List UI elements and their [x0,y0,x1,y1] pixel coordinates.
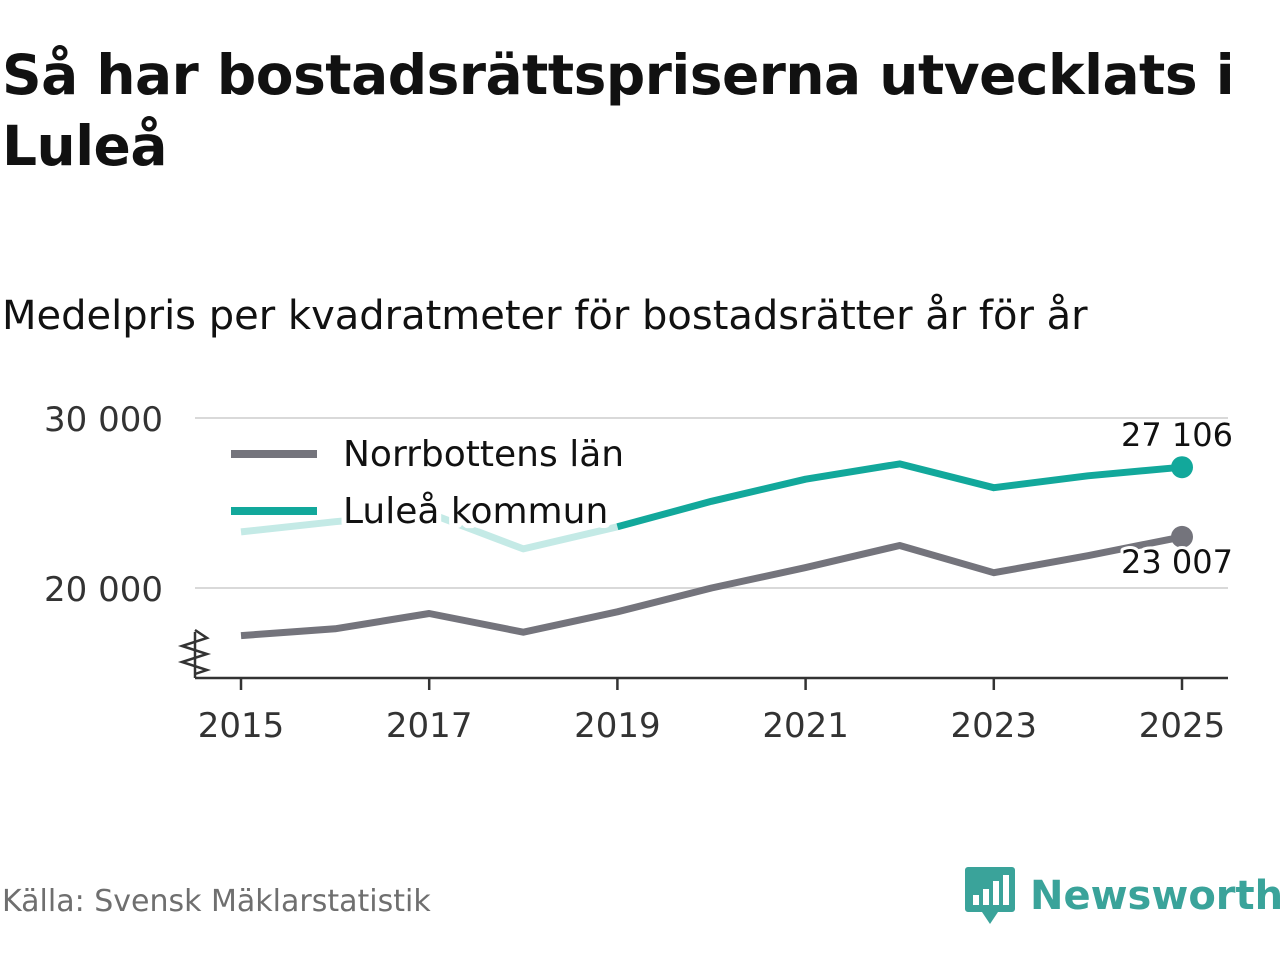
chart-title: Så har bostadsrättspriserna utvecklats i… [2,43,1235,178]
brand-name: Newsworthy [1030,873,1280,919]
x-tick-label-2021: 2021 [762,706,849,746]
x-tick-label-2015: 2015 [198,706,285,746]
x-tick-label-2017: 2017 [386,706,473,746]
end-point-norrbottens-l-n [1171,525,1193,548]
x-tick-label-2019: 2019 [574,706,661,746]
series-line-faded-lule-kommun [240,509,619,553]
chart-subtitle: Medelpris per kvadratmeter för bostadsrä… [2,293,1088,339]
axis-break-icon [177,628,212,676]
legend-label-lule-kommun: Luleå kommun [343,491,608,532]
brand: Newsworthy [964,864,1280,928]
series-line-lule-kommun [616,460,1183,531]
y-tick-label-20000: 20 000 [44,570,163,610]
end-point-lule-kommun [1171,456,1193,479]
newsworthy-logo-icon [965,867,1015,924]
series-line-norrbottens-l-n [240,533,1183,640]
end-label-lule-kommun: 27 106 [1121,416,1233,454]
y-tick-label-30000: 30 000 [44,400,163,440]
end-label-norrbottens-l-n: 23 007 [1121,543,1233,581]
source-note: Källa: Svensk Mäklarstatistik [2,884,431,919]
x-tick-label-2023: 2023 [951,706,1038,746]
x-tick-label-2025: 2025 [1139,706,1226,746]
legend-label-norrbottens-l-n: Norrbottens län [343,434,624,475]
line-chart: 20 000 30 000 2015 2017 2019 2021 2023 2025 23 0… [44,400,1236,746]
